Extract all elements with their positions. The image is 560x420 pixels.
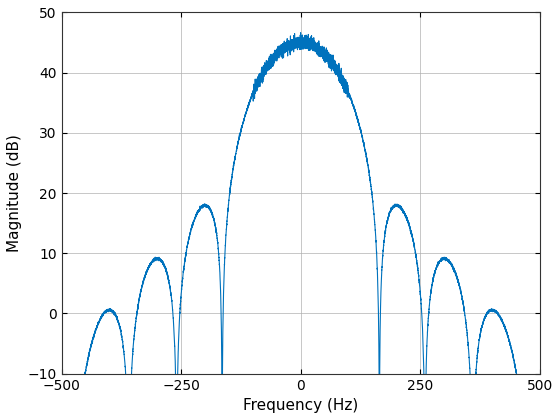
X-axis label: Frequency (Hz): Frequency (Hz) — [243, 398, 358, 413]
Y-axis label: Magnitude (dB): Magnitude (dB) — [7, 134, 22, 252]
